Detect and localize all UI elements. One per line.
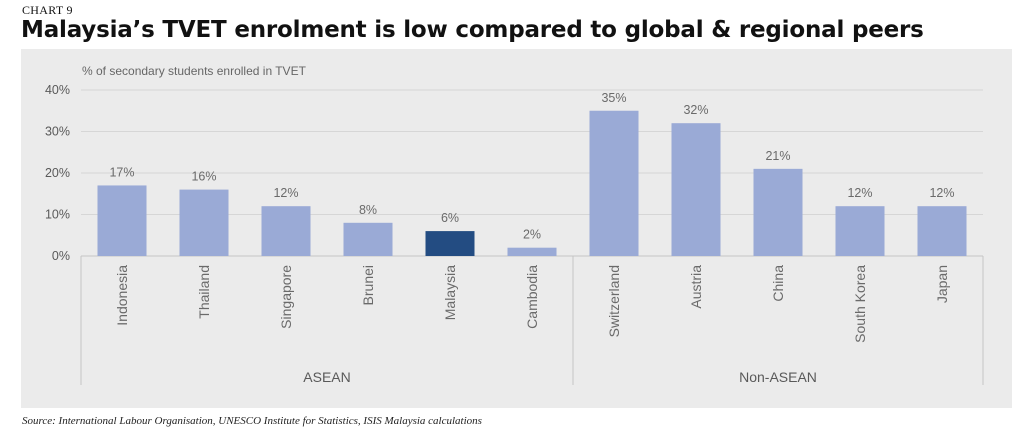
x-tick-label-cambodia: Cambodia (524, 265, 540, 329)
data-label-cambodia: 2% (523, 228, 541, 242)
bar-thailand (179, 189, 229, 256)
source-note: Source: International Labour Organisatio… (22, 415, 482, 427)
data-label-singapore: 12% (273, 186, 298, 200)
x-tick-label-switzerland: Switzerland (606, 265, 622, 337)
data-label-malaysia: 6% (441, 211, 459, 225)
bar-switzerland (589, 110, 639, 256)
chart-panel: % of secondary students enrolled in TVET… (21, 49, 1012, 408)
data-label-south-korea: 12% (847, 186, 872, 200)
x-tick-label-austria: Austria (688, 265, 704, 309)
chart-title: Malaysia’s TVET enrolment is low compare… (21, 17, 924, 43)
x-tick-label-malaysia: Malaysia (442, 265, 458, 320)
x-tick-label-south-korea: South Korea (852, 265, 868, 343)
bar-chart: % of secondary students enrolled in TVET… (45, 64, 984, 385)
y-axis-label: % of secondary students enrolled in TVET (82, 64, 307, 78)
y-tick-label: 30% (45, 125, 70, 139)
chart-number: CHART 9 (22, 3, 73, 17)
data-label-thailand: 16% (191, 170, 216, 184)
bar-singapore (261, 206, 311, 256)
bar-cambodia (507, 247, 557, 256)
bar-indonesia (97, 185, 147, 256)
x-tick-label-japan: Japan (934, 265, 950, 303)
y-tick-label: 10% (45, 208, 70, 222)
y-tick-label: 40% (45, 83, 70, 97)
bar-malaysia (425, 231, 475, 256)
bar-japan (917, 206, 967, 256)
data-label-china: 21% (765, 149, 790, 163)
group-label-asean: ASEAN (303, 369, 350, 385)
data-label-indonesia: 17% (109, 165, 134, 179)
bar-china (753, 168, 803, 256)
bar-brunei (343, 222, 393, 256)
bar-south-korea (835, 206, 885, 256)
group-label-non-asean: Non-ASEAN (739, 369, 817, 385)
bar-austria (671, 123, 721, 256)
x-tick-label-china: China (770, 265, 786, 302)
x-tick-label-brunei: Brunei (360, 265, 376, 305)
y-tick-label: 0% (52, 249, 70, 263)
x-tick-label-thailand: Thailand (196, 265, 212, 319)
y-tick-label: 20% (45, 166, 70, 180)
x-tick-label-indonesia: Indonesia (114, 265, 130, 326)
data-label-austria: 32% (683, 103, 708, 117)
x-tick-label-singapore: Singapore (278, 265, 294, 329)
data-label-japan: 12% (929, 186, 954, 200)
data-label-brunei: 8% (359, 203, 377, 217)
data-label-switzerland: 35% (601, 91, 626, 105)
